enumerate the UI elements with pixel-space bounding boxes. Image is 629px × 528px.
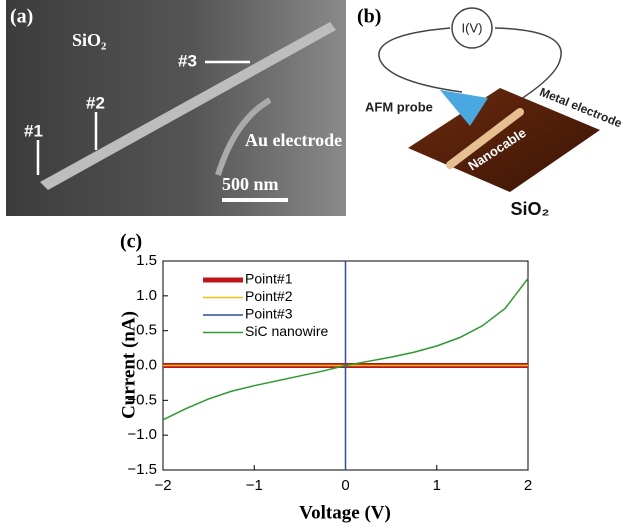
series-line: [162, 277, 529, 421]
y-axis-label: Current (nA): [118, 311, 139, 419]
point-label: #3: [178, 51, 197, 70]
probe-label: AFM probe: [365, 99, 433, 114]
au-electrode: [215, 97, 272, 176]
legend-label: Point#1: [245, 271, 293, 287]
wire: [378, 27, 562, 113]
panel-label: (a): [10, 6, 33, 28]
x-tick-label: 1: [433, 477, 441, 494]
panel-label: (c): [120, 231, 142, 253]
afm-probe: [440, 90, 488, 126]
y-tick-label: 0.0: [136, 356, 157, 373]
x-tick-label: −2: [154, 477, 171, 494]
point-label: #1: [24, 121, 43, 140]
panel-label: (b): [357, 6, 381, 28]
y-tick-label: −0.5: [127, 391, 157, 408]
scale-label: 500 nm: [222, 174, 279, 194]
panel-a: (a) SiO₂ #1 #2 #3 Au electrode 500 nm: [6, 0, 346, 216]
y-tick-label: 1.0: [136, 287, 157, 304]
legend-label: Point#3: [245, 306, 293, 322]
nanocable: [446, 108, 524, 169]
legend-label: Point#2: [245, 288, 293, 304]
point-label: #2: [86, 93, 105, 112]
wire: [379, 59, 463, 93]
substrate-label: SiO₂: [510, 199, 549, 219]
material-label: SiO₂: [72, 30, 106, 50]
x-tick-label: 0: [341, 477, 349, 494]
y-tick-label: 1.5: [136, 252, 157, 269]
x-tick-label: 2: [524, 477, 532, 494]
electrode-label: Au electrode: [245, 130, 342, 150]
legend-label: SiC nanowire: [245, 323, 328, 339]
y-tick-label: −1.5: [127, 461, 157, 478]
meter-label: I(V): [462, 20, 483, 35]
afm-surface: [408, 88, 600, 192]
panel-b: (b) I(V) AFM probe Metal electrode Nanoc…: [357, 6, 624, 219]
x-tick-label: −1: [246, 477, 263, 494]
y-tick-label: 0.5: [136, 322, 157, 339]
x-axis-label: Voltage (V): [299, 502, 391, 523]
nanowire: [40, 22, 336, 190]
meter: [451, 7, 493, 49]
plot: −2 −1 0 1 2−1.5−1.0−0.50.00.51.01.5Point#1Po…: [127, 252, 532, 494]
y-tick-label: −1.0: [127, 426, 157, 443]
